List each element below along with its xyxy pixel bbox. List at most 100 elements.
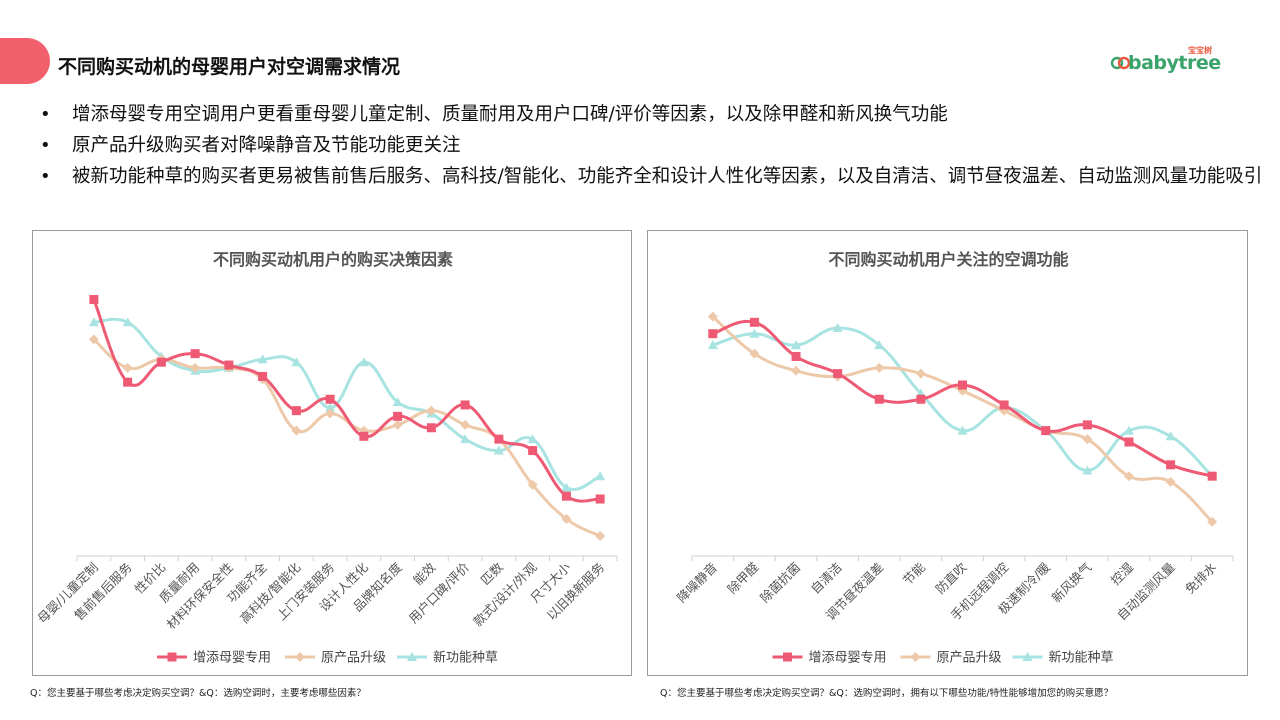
data-point	[426, 423, 436, 433]
data-point	[749, 328, 760, 338]
data-point	[325, 394, 335, 404]
x-tick-label: 免排水	[1182, 559, 1219, 596]
legend-label: 原产品升级	[321, 651, 386, 666]
legend-item: 原产品升级	[285, 651, 386, 666]
chart-panel-decision-factors: 不同购买动机用户的购买决策因素 母婴/儿童定制 售前售后服务 性价比 质量耐用 材料环保安…	[32, 230, 632, 676]
data-point	[1207, 516, 1218, 527]
bullet-item: 原产品升级购买者对降噪静音及节能功能更关注	[38, 130, 1268, 161]
data-point	[224, 360, 234, 370]
data-point	[1165, 476, 1176, 487]
legend-marker	[407, 652, 417, 661]
legend-marker	[1022, 652, 1033, 661]
legend-label: 增添母婴专用	[809, 651, 887, 666]
data-point	[1123, 471, 1134, 482]
data-point	[393, 411, 403, 421]
legend-item: 增添母婴专用	[772, 651, 887, 666]
data-point	[561, 513, 572, 524]
x-tick-label: 控湿	[1108, 560, 1136, 588]
data-point	[359, 431, 369, 441]
data-point	[595, 531, 606, 542]
data-point	[707, 311, 718, 322]
data-point	[749, 348, 760, 359]
data-point	[832, 323, 843, 332]
decision-factors-chart: 不同购买动机用户的购买决策因素母婴/儿童定制售前售后服务性价比质量耐用材料环保安…	[34, 250, 618, 666]
babytree-logo: babytree 宝宝树	[1108, 46, 1221, 80]
data-point	[561, 491, 571, 501]
data-point	[1207, 471, 1217, 481]
data-point	[291, 357, 302, 367]
logo-icon	[1110, 56, 1130, 70]
data-point	[874, 394, 884, 404]
data-point	[325, 408, 336, 419]
data-point	[426, 405, 437, 416]
data-point	[1123, 425, 1134, 435]
data-point	[122, 317, 133, 327]
bullet-item: 被新功能种草的购买者更易被售前售后服务、高科技/智能化、功能齐全和设计人性化等因…	[38, 161, 1268, 192]
data-point	[1165, 431, 1176, 441]
x-tick-label: 自清洁	[808, 560, 845, 597]
data-point	[958, 380, 967, 390]
series-line	[92, 298, 601, 503]
data-point	[460, 419, 471, 430]
data-point	[123, 377, 133, 387]
data-point	[257, 354, 268, 364]
data-point	[156, 357, 166, 367]
data-point	[258, 371, 268, 381]
legend-marker	[910, 652, 921, 662]
bullet-item: 增添母婴专用空调用户更看重母婴儿童定制、质量耐用及用户口碑/评价等因素，以及除甲…	[38, 99, 1268, 130]
data-point	[190, 349, 200, 359]
data-point	[791, 352, 801, 361]
legend-label: 增添母婴专用	[193, 651, 271, 666]
footnote-left: Q：您主要基于哪些考虑决定购买空调？&Q：选购空调时，主要考虑哪些因素？	[30, 688, 366, 699]
logo-sub-text: 宝宝树	[1188, 46, 1212, 55]
series-line	[92, 338, 601, 538]
legend-item: 原产品升级	[900, 651, 1002, 666]
data-point	[1082, 420, 1092, 430]
data-point	[957, 425, 968, 435]
data-point	[595, 471, 606, 481]
data-point	[89, 295, 99, 304]
data-point	[1082, 434, 1093, 445]
x-tick-label: 除甲醛	[724, 559, 761, 596]
data-point	[88, 317, 99, 327]
legend-label: 新功能种草	[433, 650, 498, 666]
series-3	[88, 317, 606, 492]
data-point	[1082, 465, 1093, 475]
data-point	[833, 369, 843, 379]
series-line	[711, 315, 1214, 523]
data-point	[358, 357, 369, 367]
data-point	[88, 334, 99, 345]
data-point	[392, 419, 403, 430]
x-tick-label: 降噪静音	[674, 560, 720, 606]
data-point	[493, 445, 504, 455]
data-point	[190, 362, 201, 373]
footnote-right: Q：您主要基于哪些考虑决定购买空调？&Q：选购空调时，拥有以下哪些功能/特性能够…	[660, 688, 1114, 699]
page-title: 不同购买动机的母婴用户对空调需求情况	[58, 56, 401, 78]
x-tick-label: 能效	[410, 559, 439, 588]
data-point	[527, 479, 538, 490]
data-point	[916, 394, 926, 404]
series-line	[93, 317, 601, 491]
data-point	[1166, 460, 1176, 470]
legend-label: 原产品升级	[937, 651, 1002, 666]
legend-marker	[783, 652, 792, 662]
title-accent-tab	[0, 38, 50, 84]
data-point	[708, 329, 718, 339]
series-1	[89, 295, 605, 504]
chart-title: 不同购买动机用户的购买决策因素	[213, 250, 453, 269]
data-point	[1124, 437, 1134, 447]
x-tick-label: 新风换气	[1048, 559, 1094, 605]
chart-title: 不同购买动机用户关注的空调功能	[828, 250, 1068, 269]
data-point	[291, 406, 301, 416]
data-point	[915, 368, 926, 379]
data-point	[291, 425, 302, 436]
legend-marker	[167, 652, 177, 662]
legend-label: 新功能种草	[1049, 650, 1114, 666]
data-point	[595, 494, 605, 504]
data-point	[460, 400, 470, 410]
data-point	[561, 482, 572, 492]
data-point	[874, 340, 885, 350]
legend-marker	[295, 652, 305, 662]
x-tick-label: 节能	[900, 559, 929, 588]
legend-item: 增添母婴专用	[157, 651, 271, 666]
